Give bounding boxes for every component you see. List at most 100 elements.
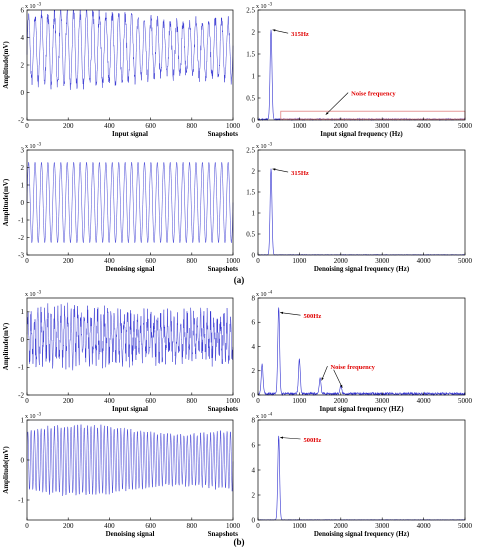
annotation-label-a4: 315Hz [291,170,309,177]
x-tick-label-a4: 1000 [292,257,307,265]
x-tick-label-a1: 800 [187,122,198,130]
annotation-arrowhead-a2 [325,111,329,115]
x-tick-label-b3: 0 [25,522,29,530]
x-tick-label-a1: 200 [63,122,74,130]
y-tick-label-a4: 2 [252,167,256,175]
exponent-label-a2: x 10 -3 [256,3,273,11]
x-tick-label-b2: 1000 [292,397,307,405]
chart-b1: 0 200 400 600 800 1000 -2 -1 0 1 x 10 -3 Input sign… [2,291,241,414]
annotation-arrow-b2 [280,312,301,316]
exponent-label-b3: x 10 -3 [25,413,42,421]
x-tick-label-b1: 400 [104,397,115,405]
exponent-base-a2: x 10 [256,4,268,10]
x-axis-unit-label-b3: Snapshots [208,530,239,538]
x-tick-label-a4: 4000 [417,257,432,265]
exponent-base-a1: x 10 [25,4,37,10]
y-tick-label-a3: -2 [18,234,24,242]
y-tick-label-b4: 8 [252,416,256,424]
y-tick-label-a4: 2.5 [246,146,255,154]
y-tick-label-a4: 0.5 [246,230,255,238]
x-axis-label-a4: Denoising signal frequency (Hz) [314,265,410,273]
plot-frame-a2 [257,9,466,121]
y-tick-label-b4: 2 [252,491,256,499]
x-tick-label-a3: 200 [63,257,74,265]
x-tick-label-a2: 3000 [375,122,390,130]
x-axis-label-b1: Input signal [112,405,148,413]
y-tick-label-b1: 1 [21,308,25,316]
exponent-label-a1: x 10 -3 [25,3,42,11]
x-tick-label-b3: 800 [187,522,198,530]
y-tick-label-a1: 4 [21,34,25,42]
x-tick-label-b2: 4000 [417,397,432,405]
x-axis-unit-label-a1: Snapshots [208,130,239,138]
x-tick-label-b2: 0 [256,397,260,405]
annotation-arrowhead-b2 [321,377,324,381]
panel-label-b: (b) [234,537,245,547]
x-tick-label-a4: 0 [256,257,260,265]
x-tick-label-b4: 1000 [292,522,307,530]
exponent-label-b1: x 10 -3 [25,291,42,299]
annotation-arrowhead-b2 [280,311,284,315]
plot-frame-a4 [257,149,466,256]
x-tick-label-a2: 1000 [292,122,307,130]
exponent-power-b1: -3 [37,291,42,296]
x-tick-label-b4: 3000 [375,522,390,530]
chart-a4: 0 1000 2000 3000 4000 5000 0 0.5 1 1.5 2 2.5 x 10 -3… [246,143,472,274]
x-axis-label-a3: Denoising signal [106,265,155,273]
exponent-label-a4: x 10 -3 [256,143,273,151]
x-tick-label-b4: 5000 [458,522,473,530]
x-tick-label-a4: 2000 [334,257,349,265]
y-tick-label-a1: 6 [21,6,25,14]
annotation-label-b4: 500Hz [304,437,322,444]
chart-b3: 0 200 400 600 800 1000 -1 0 1 x 10 -3 Denoising si… [2,413,241,539]
plot-frame-b3 [26,419,234,521]
chart-b2: 0 1000 2000 3000 4000 5000 0 2 4 6 8 x 10 -4 Input s… [252,291,473,414]
x-tick-label-b1: 0 [25,397,29,405]
annotation-label-b2: Noise frequency [330,364,375,371]
y-tick-label-a2: 2 [252,28,256,36]
exponent-base-b1: x 10 [25,292,37,298]
y-tick-label-a2: 0.5 [246,94,255,102]
y-tick-label-a3: 1 [21,181,25,189]
y-tick-label-a1: 0 [21,89,25,97]
x-tick-label-b1: 800 [187,397,198,405]
panel-label-a: (a) [234,275,245,285]
x-tick-label-b1: 200 [63,397,74,405]
chart-a2: 0 1000 2000 3000 4000 5000 0 0.5 1 1.5 2 2.5 x 10 -3… [246,3,472,139]
y-tick-label-a4: 1.5 [246,188,255,196]
y-tick-label-a1: 2 [21,61,25,69]
noise-region-box-a2 [280,110,466,120]
x-tick-label-a2: 5000 [458,122,473,130]
y-axis-label-a3: Amplitude(mV) [2,178,10,226]
exponent-label-a3: x 10 -3 [25,143,42,151]
series-line-b2 [257,307,466,397]
y-tick-label-a1: -2 [18,116,24,124]
exponent-label-b2: x 10 -4 [256,291,273,299]
exponent-power-b2: -4 [268,291,273,296]
plot-frame-b4 [257,419,466,521]
y-tick-label-a2: 1.5 [246,50,255,58]
exponent-base-b4: x 10 [256,414,268,420]
y-tick-label-b4: 6 [252,441,256,449]
x-tick-label-b3: 1000 [226,522,241,530]
exponent-base-a3: x 10 [25,144,37,150]
y-tick-label-b3: 1 [21,416,25,424]
x-axis-label-a1: Input signal [112,130,148,138]
x-tick-label-b3: 200 [63,522,74,530]
x-tick-label-b2: 3000 [375,397,390,405]
annotation-arrowhead-b2 [340,384,343,388]
x-tick-label-b2: 2000 [334,397,349,405]
annotation-label-b2: 500Hz [304,313,322,320]
series-line-a2 [257,29,466,122]
x-tick-label-b1: 1000 [226,397,241,405]
y-tick-label-b4: 4 [252,466,256,474]
annotation-arrowhead-b4 [280,436,284,439]
x-axis-label-b3: Denoising signal [106,530,155,538]
x-tick-label-a1: 600 [145,122,156,130]
annotation-arrow-b2 [333,369,343,388]
annotation-arrow-a2 [325,92,349,115]
y-tick-label-b1: 0 [21,336,25,344]
y-tick-label-a3: 2 [21,164,25,172]
plot-frame-b2 [257,297,466,396]
